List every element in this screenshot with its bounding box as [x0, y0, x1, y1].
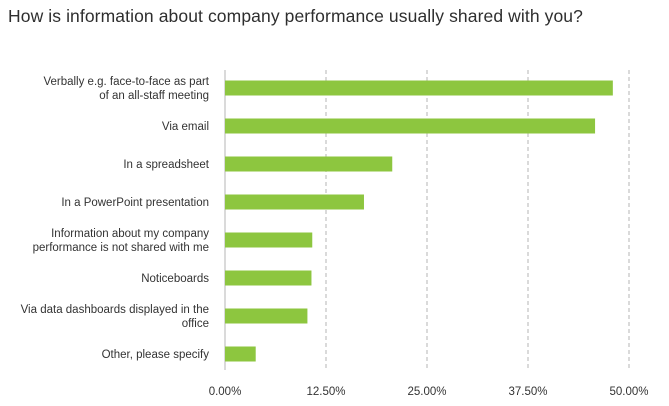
category-label: In a PowerPoint presentation [61, 197, 209, 209]
category-label: In a spreadsheet [123, 159, 209, 171]
category-label: Information about my company performance … [33, 228, 210, 254]
bar [225, 232, 313, 248]
category-label: Other, please specify [102, 349, 210, 361]
bar [225, 80, 613, 96]
category-label-line: Other, please specify [102, 349, 210, 361]
category-label-line: office [182, 318, 209, 330]
category-label-line: In a PowerPoint presentation [61, 197, 209, 209]
bar [225, 194, 364, 210]
category-label-line: of an all-staff meeting [99, 90, 209, 102]
bar [225, 346, 256, 362]
category-label: Noticeboards [141, 273, 209, 285]
category-label-line: Verbally e.g. face-to-face as part [43, 76, 209, 88]
x-tick-label: 0.00% [209, 386, 242, 398]
bar [225, 118, 596, 134]
x-tick-label: 50.00% [609, 386, 648, 398]
bar [225, 270, 312, 286]
category-label-line: Via email [162, 121, 209, 133]
x-tick-label: 25.00% [407, 386, 446, 398]
category-label-line: Noticeboards [141, 273, 209, 285]
bar [225, 156, 393, 172]
bar [225, 308, 308, 324]
category-label: Via email [162, 121, 209, 133]
category-label-line: performance is not shared with me [33, 242, 209, 254]
category-label: Verbally e.g. face-to-face as part of an … [43, 76, 209, 102]
x-tick-label: 37.50% [508, 386, 547, 398]
category-label-line: In a spreadsheet [123, 159, 209, 171]
chart-title: How is information about company perform… [8, 6, 583, 26]
x-tick-label: 12.50% [306, 386, 345, 398]
category-label-line: Information about my company [51, 228, 209, 240]
category-label: Via data dashboards displayed in the offi… [21, 304, 209, 330]
category-label-line: Via data dashboards displayed in the [21, 304, 209, 316]
